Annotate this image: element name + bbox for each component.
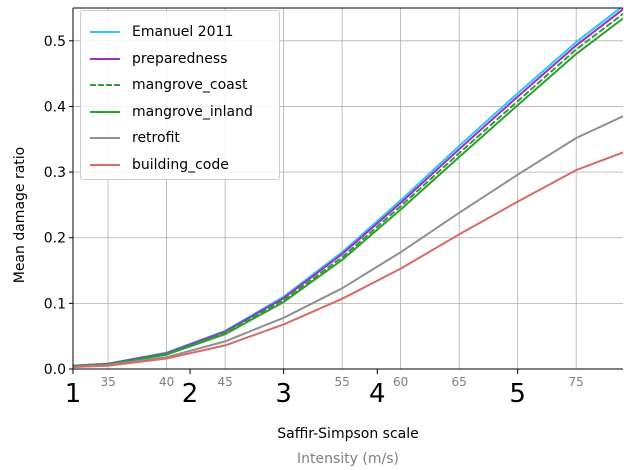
series-line-4 [73, 115, 623, 368]
x-axis-label: Saffir-Simpson scale [277, 426, 419, 442]
series-line-3 [73, 17, 623, 368]
x-axis-secondary-label: Intensity (m/s) [297, 451, 399, 467]
legend-swatch [90, 57, 120, 60]
x-tick-label: 35 [100, 375, 115, 389]
category-tick-label: 4 [369, 379, 386, 409]
x-tick-label: 65 [452, 375, 467, 389]
y-tick-label: 0.0 [44, 362, 66, 378]
legend-label: building_code [132, 156, 229, 173]
legend-item: preparedness [90, 46, 279, 73]
category-tick-label: 3 [275, 379, 292, 409]
y-axis-label: Mean damage ratio [12, 146, 28, 284]
legend-item: retrofit [90, 125, 279, 152]
legend-label: mangrove_coast [132, 77, 248, 94]
legend-item: Emanuel 2011 [90, 19, 279, 46]
y-tick-label: 0.3 [44, 165, 66, 181]
x-tick-label: 55 [335, 375, 350, 389]
legend-label: preparedness [132, 50, 228, 67]
plot-area [73, 8, 623, 368]
legend-swatch [90, 163, 120, 166]
x-tick-label: 75 [569, 375, 584, 389]
y-tick-label: 0.4 [44, 99, 66, 115]
category-tick-label: 1 [65, 379, 82, 409]
y-tick-label: 0.2 [44, 231, 66, 247]
y-tick-label: 0.1 [44, 296, 66, 312]
legend-swatch [90, 110, 120, 113]
legend-label: retrofit [132, 130, 180, 147]
legend: Emanuel 2011 preparedness mangrove_coast… [80, 10, 280, 180]
category-tick-label: 2 [182, 379, 199, 409]
legend-label: mangrove_inland [132, 103, 253, 120]
x-tick-label: 40 [159, 375, 174, 389]
legend-item: building_code [90, 152, 279, 179]
legend-swatch [90, 84, 120, 87]
y-axis-label-box: Mean damage ratio [10, 147, 30, 284]
y-tick-label: 0.5 [44, 34, 66, 50]
series-line-5 [73, 151, 623, 368]
x-tick-label: 45 [217, 375, 232, 389]
category-tick-label: 5 [509, 379, 526, 409]
legend-swatch [90, 31, 120, 34]
x-tick-label: 60 [393, 375, 408, 389]
legend-label: Emanuel 2011 [132, 24, 234, 41]
legend-item: mangrove_inland [90, 99, 279, 126]
legend-item: mangrove_coast [90, 72, 279, 99]
legend-swatch [90, 137, 120, 140]
